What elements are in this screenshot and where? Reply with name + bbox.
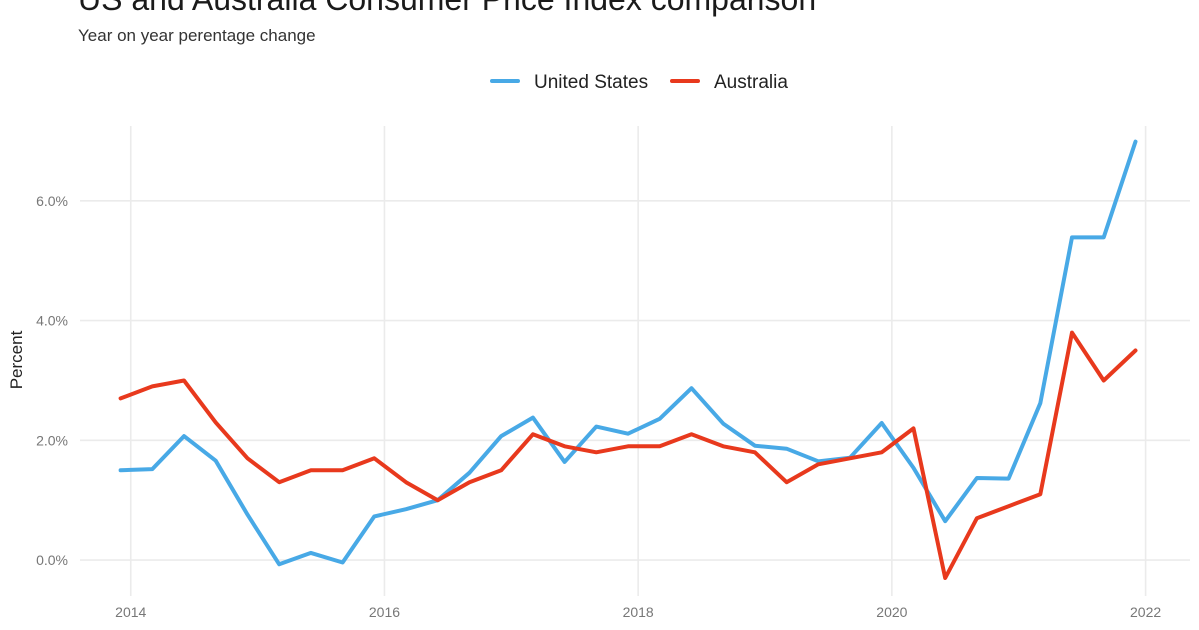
- x-tick-label: 2016: [369, 604, 400, 620]
- y-tick-label: 2.0%: [36, 432, 68, 448]
- x-axis-ticks: 2014 2016 2018 2020 2022: [115, 604, 1161, 620]
- y-tick-label: 0.0%: [36, 552, 68, 568]
- x-tick-label: 2020: [876, 604, 907, 620]
- legend-label-united-states: United States: [534, 72, 648, 93]
- series-line-australia: [118, 330, 1138, 580]
- series-lines: [118, 139, 1138, 580]
- x-tick-label: 2018: [623, 604, 654, 620]
- y-tick-label: 6.0%: [36, 193, 68, 209]
- x-tick-label: 2014: [115, 604, 146, 620]
- y-tick-label: 4.0%: [36, 313, 68, 329]
- y-axis-title: Percent: [7, 330, 26, 389]
- chart-subtitle: Year on year perentage change: [78, 26, 316, 45]
- series-line-united-states: [118, 139, 1138, 567]
- y-axis-ticks: 0.0% 2.0% 4.0% 6.0%: [36, 193, 68, 568]
- legend: United States Australia: [490, 72, 788, 93]
- gridlines: [80, 126, 1190, 596]
- x-tick-label: 2022: [1130, 604, 1161, 620]
- legend-label-australia: Australia: [714, 72, 788, 93]
- chart-title: US and Australia Consumer Price Index co…: [78, 0, 816, 17]
